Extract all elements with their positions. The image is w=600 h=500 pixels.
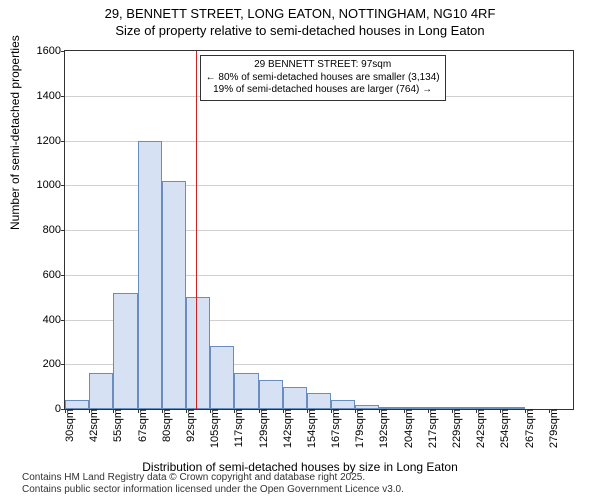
footer-line2: Contains public sector information licen… bbox=[22, 484, 404, 496]
x-tick-label: 55sqm bbox=[110, 409, 124, 442]
histogram-bar bbox=[89, 373, 113, 409]
histogram-bar bbox=[234, 373, 258, 409]
x-tick-label: 142sqm bbox=[280, 409, 294, 448]
histogram-bar bbox=[138, 141, 162, 410]
histogram-bar bbox=[283, 387, 307, 409]
plot-area: 0200400600800100012001400160030sqm42sqm5… bbox=[64, 50, 574, 410]
annotation-line1: 29 BENNETT STREET: 97sqm bbox=[206, 59, 440, 72]
y-tick-mark bbox=[61, 141, 65, 142]
x-tick-label: 30sqm bbox=[62, 409, 76, 442]
chart-title-line2: Size of property relative to semi-detach… bbox=[0, 23, 600, 38]
x-tick-label: 229sqm bbox=[449, 409, 463, 448]
x-tick-label: 67sqm bbox=[135, 409, 149, 442]
x-tick-label: 267sqm bbox=[522, 409, 536, 448]
histogram-bar bbox=[113, 293, 137, 409]
histogram-bar bbox=[259, 380, 283, 409]
x-tick-label: 92sqm bbox=[183, 409, 197, 442]
y-tick-mark bbox=[61, 96, 65, 97]
x-tick-label: 154sqm bbox=[304, 409, 318, 448]
y-tick-mark bbox=[61, 320, 65, 321]
histogram-bar bbox=[162, 181, 186, 409]
x-tick-label: 204sqm bbox=[401, 409, 415, 448]
x-tick-label: 129sqm bbox=[256, 409, 270, 448]
y-tick-mark bbox=[61, 364, 65, 365]
x-tick-label: 242sqm bbox=[473, 409, 487, 448]
y-tick-mark bbox=[61, 51, 65, 52]
y-tick-mark bbox=[61, 275, 65, 276]
reference-line bbox=[196, 51, 197, 409]
x-tick-label: 192sqm bbox=[376, 409, 390, 448]
x-tick-label: 179sqm bbox=[352, 409, 366, 448]
annotation-line2: ← 80% of semi-detached houses are smalle… bbox=[206, 72, 440, 85]
histogram-bar bbox=[186, 297, 210, 409]
x-tick-label: 217sqm bbox=[425, 409, 439, 448]
x-tick-label: 42sqm bbox=[86, 409, 100, 442]
x-tick-label: 117sqm bbox=[231, 409, 245, 447]
x-tick-label: 254sqm bbox=[497, 409, 511, 448]
footer-line1: Contains HM Land Registry data © Crown c… bbox=[22, 472, 404, 484]
histogram-bar bbox=[331, 400, 355, 409]
x-tick-label: 167sqm bbox=[328, 409, 342, 448]
annotation-box: 29 BENNETT STREET: 97sqm ← 80% of semi-d… bbox=[200, 55, 446, 101]
chart-title-line1: 29, BENNETT STREET, LONG EATON, NOTTINGH… bbox=[0, 0, 600, 23]
chart-container: 29, BENNETT STREET, LONG EATON, NOTTINGH… bbox=[0, 0, 600, 500]
x-tick-label: 80sqm bbox=[159, 409, 173, 442]
histogram-bar bbox=[210, 346, 234, 409]
y-tick-mark bbox=[61, 185, 65, 186]
y-tick-mark bbox=[61, 230, 65, 231]
histogram-bar bbox=[307, 393, 331, 409]
annotation-line3: 19% of semi-detached houses are larger (… bbox=[206, 84, 440, 97]
y-axis-label: Number of semi-detached properties bbox=[8, 35, 22, 230]
x-tick-label: 105sqm bbox=[207, 409, 221, 448]
histogram-bar bbox=[65, 400, 89, 409]
x-tick-label: 279sqm bbox=[546, 409, 560, 448]
footer: Contains HM Land Registry data © Crown c… bbox=[22, 472, 404, 496]
